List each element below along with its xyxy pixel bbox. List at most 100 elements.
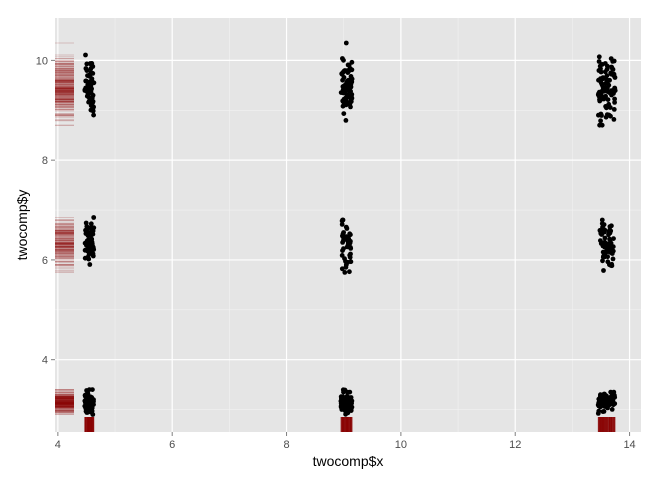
data-point [89, 95, 95, 101]
data-point [338, 90, 344, 95]
data-point [612, 96, 617, 102]
data-point [601, 88, 607, 94]
data-point [608, 240, 614, 246]
data-point [85, 86, 91, 92]
data-point [348, 259, 354, 265]
data-point [82, 403, 88, 409]
data-point [341, 238, 346, 243]
y-axis-title: twocomp$y [14, 190, 30, 261]
data-point [609, 263, 615, 269]
data-point [348, 97, 354, 102]
data-point [91, 80, 97, 86]
data-point [345, 86, 350, 91]
data-point [340, 217, 345, 223]
data-point [600, 258, 605, 264]
data-point [596, 68, 602, 73]
x-axis-ticks: 4 6 8 10 12 14 [55, 432, 636, 451]
y-axis-ticks: 4 6 8 10 [36, 55, 55, 367]
data-point [85, 82, 91, 88]
x-rug [84, 417, 616, 432]
y-tick-label: 10 [36, 55, 48, 67]
x-tick-label: 6 [169, 439, 175, 451]
data-point [345, 92, 350, 97]
data-point [603, 76, 609, 82]
data-point [91, 112, 96, 118]
x-axis-title: twocomp$x [313, 453, 384, 469]
data-point [340, 56, 345, 61]
data-point [607, 90, 612, 96]
data-point [599, 76, 605, 82]
data-point [90, 71, 96, 76]
data-point [85, 233, 91, 239]
data-point [87, 262, 93, 267]
data-point [610, 256, 616, 262]
data-point [348, 244, 353, 250]
data-point [601, 240, 607, 246]
data-points [82, 40, 618, 417]
data-point [607, 249, 613, 255]
data-point [597, 63, 603, 69]
data-point [605, 97, 611, 102]
data-point [343, 40, 349, 46]
data-point [83, 220, 89, 226]
data-point [91, 104, 96, 110]
data-point [601, 96, 607, 102]
data-point [82, 398, 88, 404]
data-point [83, 52, 88, 58]
data-point [608, 71, 614, 77]
data-point [343, 118, 349, 123]
data-point [345, 389, 350, 395]
data-point [601, 398, 607, 404]
data-point [90, 400, 96, 406]
data-point [610, 400, 615, 406]
data-point [603, 403, 609, 409]
data-point [611, 236, 616, 242]
data-point [348, 251, 353, 257]
data-point [342, 100, 347, 106]
data-point [347, 269, 352, 275]
data-point [349, 59, 355, 65]
data-point [603, 80, 609, 86]
y-tick-label: 4 [42, 355, 48, 367]
data-point [84, 61, 90, 67]
data-point [345, 81, 351, 87]
data-point [349, 76, 355, 82]
data-point [599, 122, 605, 128]
data-point [609, 223, 614, 229]
data-point [601, 268, 606, 273]
data-point [602, 235, 608, 241]
data-point [605, 259, 611, 265]
data-point [602, 69, 608, 75]
data-point [595, 411, 601, 416]
data-point [611, 107, 617, 112]
data-point [597, 396, 602, 402]
data-point [600, 222, 606, 228]
data-point [602, 250, 608, 256]
x-tick-label: 14 [623, 439, 635, 451]
data-point [341, 230, 346, 235]
data-point [90, 108, 96, 114]
data-point [609, 64, 614, 70]
data-point [597, 228, 603, 233]
data-point [348, 408, 354, 413]
data-point [606, 112, 612, 118]
data-point [612, 85, 618, 91]
data-point [605, 63, 610, 69]
data-point [87, 396, 93, 401]
data-point [348, 398, 353, 404]
data-point [85, 91, 91, 97]
data-point [343, 224, 349, 230]
data-point [610, 59, 616, 64]
data-point [603, 244, 609, 250]
data-point [339, 71, 345, 77]
data-point [612, 75, 618, 80]
data-point [596, 112, 601, 118]
data-point [597, 403, 603, 409]
data-point [597, 98, 603, 104]
data-point [612, 100, 617, 105]
data-point [347, 65, 353, 71]
data-point [90, 251, 96, 257]
y-rug [55, 42, 74, 415]
data-point [606, 232, 611, 238]
